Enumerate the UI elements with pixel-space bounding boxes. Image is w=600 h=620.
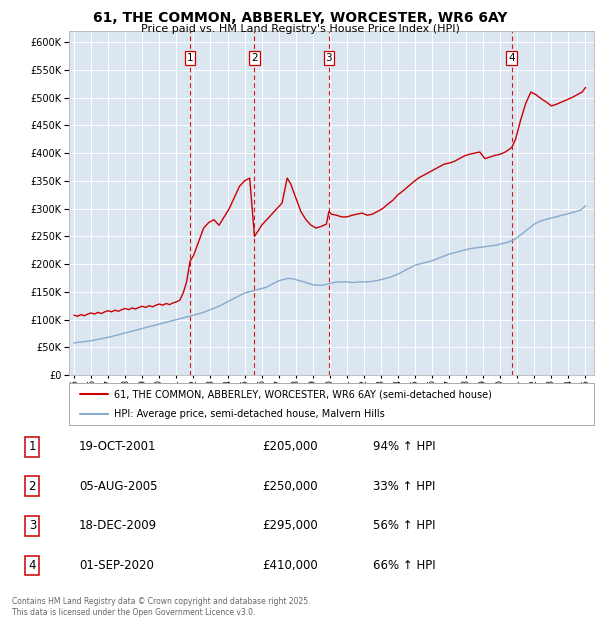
Text: 19-OCT-2001: 19-OCT-2001	[79, 440, 157, 453]
Text: Price paid vs. HM Land Registry's House Price Index (HPI): Price paid vs. HM Land Registry's House …	[140, 24, 460, 33]
Text: 2: 2	[251, 53, 258, 63]
Text: 3: 3	[326, 53, 332, 63]
Text: 56% ↑ HPI: 56% ↑ HPI	[373, 520, 436, 533]
Text: £205,000: £205,000	[262, 440, 318, 453]
Text: Contains HM Land Registry data © Crown copyright and database right 2025.
This d: Contains HM Land Registry data © Crown c…	[12, 598, 311, 617]
Text: £250,000: £250,000	[262, 480, 318, 493]
Text: 61, THE COMMON, ABBERLEY, WORCESTER, WR6 6AY: 61, THE COMMON, ABBERLEY, WORCESTER, WR6…	[93, 11, 507, 25]
Text: HPI: Average price, semi-detached house, Malvern Hills: HPI: Average price, semi-detached house,…	[113, 409, 385, 419]
Text: 1: 1	[187, 53, 193, 63]
Text: 33% ↑ HPI: 33% ↑ HPI	[373, 480, 435, 493]
Text: 2: 2	[29, 480, 36, 493]
Text: £295,000: £295,000	[262, 520, 318, 533]
Text: 05-AUG-2005: 05-AUG-2005	[79, 480, 157, 493]
Text: 3: 3	[29, 520, 36, 533]
Text: 61, THE COMMON, ABBERLEY, WORCESTER, WR6 6AY (semi-detached house): 61, THE COMMON, ABBERLEY, WORCESTER, WR6…	[113, 389, 491, 399]
Text: 66% ↑ HPI: 66% ↑ HPI	[373, 559, 436, 572]
Text: 01-SEP-2020: 01-SEP-2020	[79, 559, 154, 572]
Text: 4: 4	[29, 559, 36, 572]
Text: 1: 1	[29, 440, 36, 453]
Text: 18-DEC-2009: 18-DEC-2009	[79, 520, 157, 533]
Text: £410,000: £410,000	[262, 559, 318, 572]
Text: 94% ↑ HPI: 94% ↑ HPI	[373, 440, 436, 453]
Text: 4: 4	[508, 53, 515, 63]
